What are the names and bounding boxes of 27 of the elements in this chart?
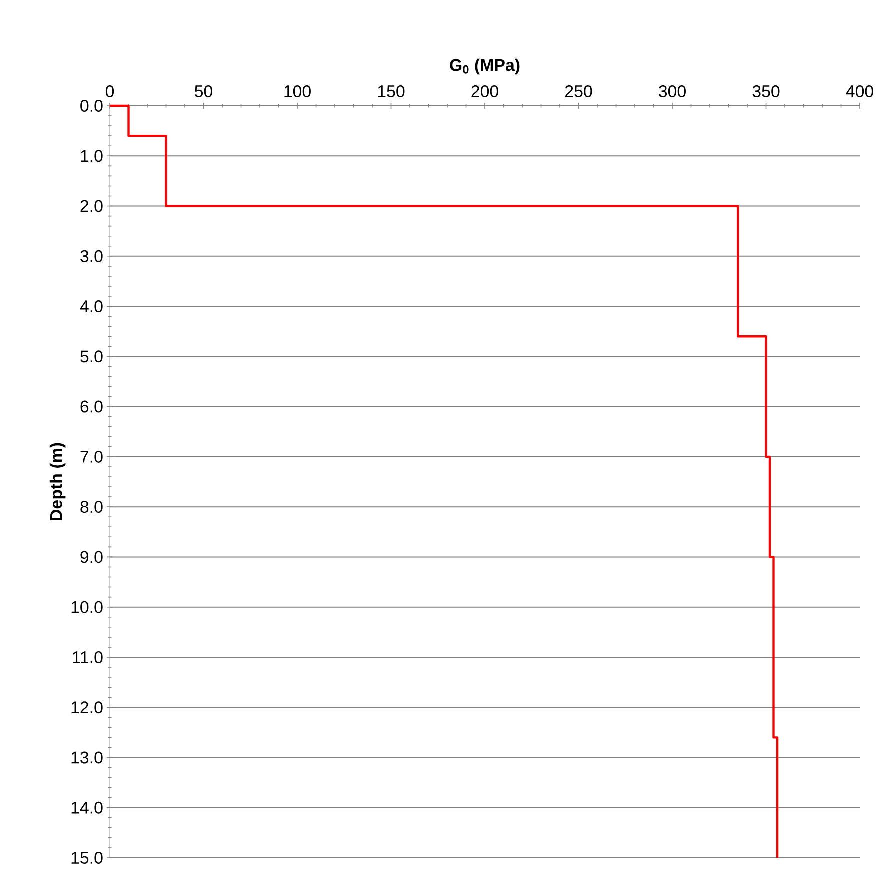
x-tick-label: 400: [846, 85, 874, 98]
y-tick-label: 1.0: [81, 150, 103, 162]
x-tick-label: 0: [106, 85, 114, 98]
x-tick-label: 300: [659, 85, 686, 98]
y-tick-label: 14.0: [72, 802, 103, 814]
y-tick-label: 10.0: [72, 601, 103, 614]
y-tick-label: 3.0: [80, 250, 103, 262]
x-axis-title: G$_{0}$ (MPa): [450, 58, 520, 75]
y-tick-label: 11.0: [73, 651, 103, 664]
x-tick-label: 100: [284, 85, 311, 98]
y-tick-label: 0.0: [80, 100, 103, 112]
y-tick-label: 7.0: [80, 450, 103, 463]
y-axis-title: Depth (m): [50, 443, 66, 520]
y-tick-label: 8.0: [80, 501, 103, 514]
y-tick-label: 12.0: [72, 702, 103, 714]
y-tick-label: 2.0: [80, 200, 103, 212]
x-tick-label: 250: [565, 85, 592, 98]
x-tick-label: 200: [472, 85, 498, 98]
y-tick-label: 15.0: [72, 852, 103, 864]
y-tick-label: 13.0: [72, 752, 103, 764]
y-tick-label: 5.0: [80, 350, 103, 363]
x-tick-label: 350: [752, 85, 780, 98]
y-tick-label: 4.0: [80, 300, 103, 313]
y-tick-label: 6.0: [80, 400, 103, 413]
x-tick-label: 150: [378, 85, 405, 98]
y-tick-label: 9.0: [80, 551, 103, 564]
x-tick-label: 50: [195, 85, 213, 98]
